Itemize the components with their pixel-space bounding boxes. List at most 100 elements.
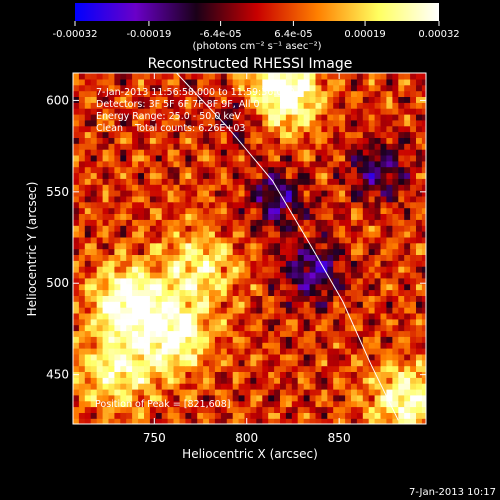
heatmap-cell bbox=[321, 207, 328, 214]
heatmap-cell bbox=[132, 418, 139, 424]
heatmap-cell bbox=[256, 131, 263, 138]
heatmap-cell bbox=[214, 348, 222, 355]
heatmap-cell bbox=[321, 225, 328, 232]
heatmap-cell bbox=[197, 318, 204, 326]
heatmap-cell bbox=[327, 388, 334, 396]
heatmap-cell bbox=[256, 371, 263, 378]
heatmap-cell bbox=[73, 377, 80, 384]
heatmap-cell bbox=[232, 406, 240, 413]
heatmap-cell bbox=[339, 149, 346, 156]
heatmap-cell bbox=[291, 219, 299, 226]
heatmap-cell bbox=[73, 78, 80, 86]
heatmap-cell bbox=[356, 195, 364, 203]
heatmap-cell bbox=[262, 400, 269, 408]
heatmap-cell bbox=[404, 318, 411, 326]
heatmap-cell bbox=[114, 231, 121, 238]
heatmap-cell bbox=[185, 359, 192, 367]
heatmap-cell bbox=[291, 412, 299, 419]
heatmap-cell bbox=[120, 90, 127, 97]
heatmap-cell bbox=[404, 412, 411, 419]
heatmap-cell bbox=[268, 418, 275, 424]
heatmap-cell bbox=[126, 219, 133, 226]
heatmap-cell bbox=[232, 184, 240, 191]
heatmap-cell bbox=[161, 248, 169, 255]
heatmap-cell bbox=[102, 418, 110, 424]
heatmap-cell bbox=[421, 73, 426, 80]
heatmap-cell bbox=[220, 131, 228, 138]
heatmap-cell bbox=[173, 90, 180, 97]
heatmap-cell bbox=[285, 90, 293, 97]
heatmap-cell bbox=[96, 312, 104, 320]
heatmap-cell bbox=[416, 324, 423, 332]
y-tick-label: 450 bbox=[46, 368, 69, 382]
heatmap-cell bbox=[167, 383, 175, 390]
heatmap-cell bbox=[108, 295, 115, 302]
heatmap-cell bbox=[327, 418, 334, 424]
heatmap-cell bbox=[197, 371, 204, 378]
heatmap-cell bbox=[73, 289, 80, 296]
heatmap-cell bbox=[120, 418, 127, 424]
heatmap-cell bbox=[78, 406, 86, 413]
heatmap-cell bbox=[351, 394, 358, 402]
heatmap-cell bbox=[138, 365, 145, 372]
heatmap-cell bbox=[356, 78, 364, 86]
heatmap-cell bbox=[280, 359, 287, 367]
heatmap-cell bbox=[203, 353, 210, 361]
heatmap-cell bbox=[380, 254, 387, 261]
heatmap-cell bbox=[274, 236, 281, 244]
heatmap-cell bbox=[250, 190, 257, 197]
heatmap-cell bbox=[262, 283, 269, 291]
heatmap-cell bbox=[244, 283, 251, 291]
heatmap-cell bbox=[421, 359, 426, 367]
heatmap-cell bbox=[297, 219, 305, 226]
heatmap-cell bbox=[120, 154, 127, 162]
heatmap-cell bbox=[404, 301, 411, 308]
heatmap-cell bbox=[73, 365, 80, 372]
heatmap-cell bbox=[244, 73, 251, 80]
heatmap-cell bbox=[268, 289, 275, 296]
heatmap-cell bbox=[244, 225, 251, 232]
heatmap-cell bbox=[244, 178, 251, 185]
heatmap-cell bbox=[226, 254, 234, 261]
heatmap-cell bbox=[339, 195, 346, 203]
heatmap-cell bbox=[410, 289, 417, 296]
heatmap-cell bbox=[173, 301, 180, 308]
heatmap-cell bbox=[114, 131, 121, 138]
heatmap-cell bbox=[274, 248, 281, 255]
heatmap-cell bbox=[84, 213, 92, 220]
heatmap-cell bbox=[339, 90, 346, 97]
heatmap-cell bbox=[102, 406, 110, 413]
heatmap-cell bbox=[285, 266, 293, 273]
heatmap-cell bbox=[315, 178, 322, 185]
heatmap-cell bbox=[149, 90, 157, 97]
heatmap-cell bbox=[339, 201, 346, 209]
heatmap-cell bbox=[291, 371, 299, 378]
heatmap-cell bbox=[220, 225, 228, 232]
heatmap-cell bbox=[220, 271, 228, 279]
heatmap-cell bbox=[191, 195, 198, 203]
heatmap-cell bbox=[149, 266, 157, 273]
heatmap-cell bbox=[380, 242, 387, 250]
heatmap-cell bbox=[297, 353, 305, 361]
heatmap-cell bbox=[226, 359, 234, 367]
heatmap-cell bbox=[232, 195, 240, 203]
heatmap-cell bbox=[280, 108, 287, 115]
heatmap-cell bbox=[108, 271, 115, 279]
heatmap-cell bbox=[339, 137, 346, 144]
heatmap-cell bbox=[392, 394, 399, 402]
heatmap-cell bbox=[102, 166, 110, 174]
heatmap-cell bbox=[114, 195, 121, 203]
heatmap-cell bbox=[161, 113, 169, 121]
heatmap-cell bbox=[303, 248, 311, 255]
heatmap-cell bbox=[297, 412, 305, 419]
heatmap-cell bbox=[345, 295, 352, 302]
heatmap-cell bbox=[220, 231, 228, 238]
heatmap-cell bbox=[167, 225, 175, 232]
heatmap-cell bbox=[167, 371, 175, 378]
heatmap-cell bbox=[398, 295, 405, 302]
heatmap-cell bbox=[78, 207, 86, 214]
heatmap-cell bbox=[214, 90, 222, 97]
heatmap-cell bbox=[90, 289, 98, 296]
heatmap-cell bbox=[191, 108, 198, 115]
heatmap-cell bbox=[226, 365, 234, 372]
